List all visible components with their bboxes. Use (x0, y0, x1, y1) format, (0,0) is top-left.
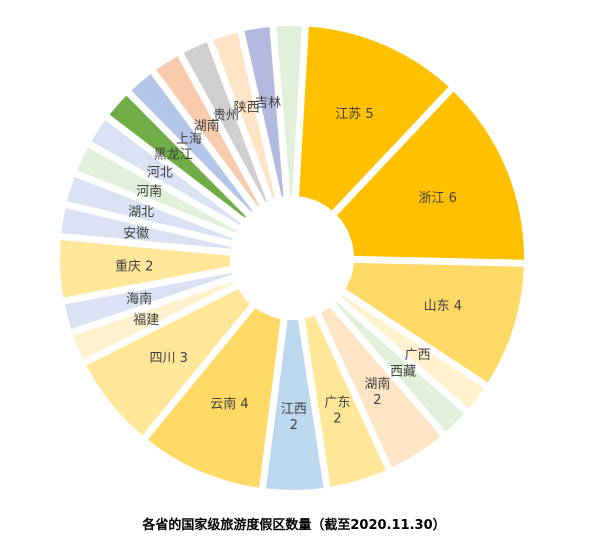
pie-slice-广东-6 (304, 315, 386, 487)
pie-slice-四川-9 (86, 288, 251, 436)
slice-label-四川-9: 四川 3 (149, 351, 187, 366)
pie-slice-陕西-21 (213, 32, 275, 199)
slice-label-上海-18: 上海 (176, 132, 202, 147)
slice-label-湖南-5: 湖南 2 (364, 376, 390, 408)
slice-label-广西-3: 广西 (405, 348, 431, 363)
pie-slice-湖南-5 (321, 307, 441, 468)
slice-label-山东-2: 山东 4 (424, 299, 462, 314)
slice-label-广东-6: 广东 2 (324, 395, 350, 426)
pie-slice-吉林-22 (244, 27, 284, 197)
pie-slice-江西-7 (266, 319, 324, 490)
pie-slice-云南-8 (147, 308, 281, 488)
pie-slice-海南-11 (64, 272, 233, 330)
pie-slice-黑龙江-17 (109, 95, 246, 218)
pie-slice-重庆-12 (59, 240, 231, 298)
slice-label-湖北-14: 湖北 (128, 205, 154, 220)
slice-label-湖南-19: 湖南 (194, 118, 220, 134)
pie-slice-湖南-19 (156, 56, 260, 207)
pie-slice-江苏-0 (299, 26, 449, 211)
chart-title: 各省的国家级旅游度假区数量（截至2020.11.30） (141, 517, 445, 533)
slice-label-河南-15: 河南 (136, 183, 162, 199)
slice-label-海南-11: 海南 (126, 291, 152, 307)
pie-slice-西藏-4 (335, 301, 464, 432)
pie-slice-上海-18 (131, 74, 253, 212)
slice-label-陕西-21: 陕西 (234, 101, 260, 116)
slice-label-河北-16: 河北 (147, 165, 173, 180)
slice-label-江西-7: 江西 2 (281, 402, 307, 433)
pie-slice-福建-10 (73, 281, 236, 360)
pie-slice-贵州-20 (183, 42, 267, 203)
slices-layer (59, 26, 524, 490)
slice-label-重庆-12: 重庆 2 (115, 258, 153, 274)
pie-slice-浙江-1 (337, 91, 524, 260)
slice-label-吉林-22: 吉林 (255, 96, 281, 111)
pie-slice-unlabeled-23 (276, 26, 302, 197)
pie-slice-山东-2 (345, 262, 524, 383)
slice-label-云南-8: 云南 4 (210, 396, 248, 412)
pie-slice-广西-3 (340, 294, 484, 409)
slice-label-黑龙江-17: 黑龙江 (154, 148, 193, 163)
pie-slice-河南-15 (77, 147, 237, 233)
slice-label-江苏-0: 江苏 5 (335, 106, 373, 122)
slice-label-安徽-13: 安徽 (123, 226, 149, 241)
slice-label-西藏-4: 西藏 (390, 364, 416, 379)
slice-label-贵州-20: 贵州 (213, 108, 239, 123)
pie-slice-湖北-14 (67, 177, 234, 241)
slice-label-福建-10: 福建 (133, 313, 159, 328)
pie-slice-安徽-13 (61, 208, 231, 249)
pie-slice-河北-16 (91, 120, 241, 225)
slice-label-浙江-1: 浙江 6 (419, 191, 457, 206)
